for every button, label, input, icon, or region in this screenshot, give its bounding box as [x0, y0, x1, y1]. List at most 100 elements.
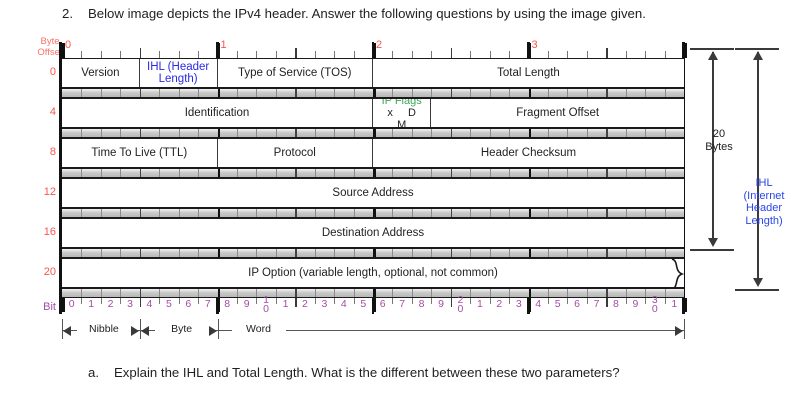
separator-tick [314, 169, 316, 177]
separator-tick [470, 89, 472, 97]
ruler-tick [586, 51, 588, 58]
bit-caption: Bit [43, 301, 56, 313]
byte-offset-caption: Byte Offset [28, 36, 72, 58]
bit-ruler-label: 7 [593, 298, 600, 310]
separator-tick [236, 289, 238, 297]
header-field-row: Destination Address [62, 218, 684, 248]
header-field-row: Version IHL (Header Length) Type of Servic… [62, 58, 684, 88]
separator-tick [489, 89, 491, 97]
row-separator [62, 88, 684, 98]
ruler-tick [411, 51, 413, 58]
ruler-tick [198, 51, 200, 58]
header-field-row: Source Address [62, 178, 684, 208]
separator-tick [275, 169, 277, 177]
separator-tick [470, 209, 472, 217]
scale-divider [684, 319, 686, 339]
ruler-tick [645, 51, 647, 58]
separator-tick [159, 289, 161, 297]
header-field-row: IP Option (variable length, optional, no… [62, 258, 684, 288]
separator-tick [178, 249, 180, 257]
bit-ruler-tick [217, 298, 221, 312]
separator-tick [625, 289, 627, 297]
bit-ruler-tick [664, 298, 666, 304]
separator-tick [528, 129, 532, 137]
header-field: Header Checksum [373, 139, 684, 167]
separator-tick [664, 209, 666, 217]
separator-tick [606, 169, 608, 177]
separator-tick [314, 129, 316, 137]
header-field: Protocol [218, 139, 373, 167]
bit-ruler-label: 9 [632, 298, 639, 310]
header-field-label: Source Address [332, 187, 414, 199]
separator-tick [450, 249, 453, 257]
bit-ruler-tick [275, 298, 277, 304]
separator-tick [606, 129, 608, 137]
bit-ruler-label: 4 [146, 298, 153, 310]
bit-ruler-label: 4 [340, 298, 347, 310]
row-separator [62, 128, 684, 138]
separator-tick [509, 129, 511, 137]
separator-tick [353, 289, 355, 297]
separator-tick [275, 249, 277, 257]
header-field: IP Option (variable length, optional, no… [62, 259, 684, 287]
separator-tick [567, 249, 569, 257]
separator-tick [295, 249, 297, 257]
dimension-label: 20 Bytes [690, 128, 748, 153]
separator-tick [509, 289, 511, 297]
byte-offset-value: 8 [49, 146, 56, 158]
byte-offset-caption-line1: Byte [40, 36, 60, 47]
separator-tick [295, 89, 297, 97]
separator-tick [373, 249, 376, 257]
byte-ruler-top: 0 1 2 3 [62, 38, 687, 58]
separator-tick [547, 209, 549, 217]
separator-tick [81, 249, 83, 257]
separator-tick [392, 209, 394, 217]
separator-tick [256, 209, 258, 217]
dimension-label-line: 20 [712, 128, 726, 140]
separator-tick [528, 289, 532, 297]
bit-ruler-tick [256, 298, 258, 304]
byte-offset-value: 12 [43, 186, 56, 198]
dimension-label-line: Header [745, 202, 783, 214]
separator-tick [489, 249, 491, 257]
separator-tick [275, 89, 277, 97]
separator-tick [431, 249, 433, 257]
bit-ruler-label: 4 [535, 298, 542, 310]
separator-tick [81, 289, 83, 297]
bit-ruler-label: 8 [613, 298, 619, 310]
separator-tick [586, 89, 588, 97]
ruler-tick [62, 43, 65, 58]
separator-tick [625, 209, 627, 217]
ruler-tick [178, 51, 180, 58]
bit-ruler-label: 6 [185, 298, 192, 310]
separator-tick [159, 249, 161, 257]
ruler-tick [236, 51, 238, 58]
header-field-label: IHL (Header Length) [147, 61, 210, 85]
scale-arrow-left-icon [140, 326, 149, 336]
separator-tick [217, 249, 221, 257]
separator-tick [217, 129, 221, 137]
separator-tick [100, 249, 102, 257]
separator-tick [411, 209, 413, 217]
byte-offset-value: 0 [49, 66, 56, 78]
ruler-tick [334, 51, 336, 58]
separator-tick [586, 249, 588, 257]
separator-tick [528, 249, 532, 257]
bit-ruler-tick [567, 298, 569, 304]
separator-tick [645, 209, 647, 217]
byte-ruler-label: 3 [531, 39, 538, 51]
question-a-number: a. [88, 365, 99, 380]
ruler-tick [353, 51, 355, 58]
bit-ruler-label: 5 [554, 298, 561, 310]
separator-tick [256, 89, 258, 97]
separator-tick [100, 169, 102, 177]
byte-ruler-label: 0 [65, 39, 72, 51]
separator-tick [567, 289, 569, 297]
separator-tick [236, 209, 238, 217]
header-field-label: Type of Service (TOS) [237, 67, 352, 79]
byte-offset-value: 20 [43, 266, 56, 278]
header-field: Source Address [62, 179, 684, 207]
bit-ruler-tick [159, 298, 161, 304]
separator-tick [217, 89, 221, 97]
